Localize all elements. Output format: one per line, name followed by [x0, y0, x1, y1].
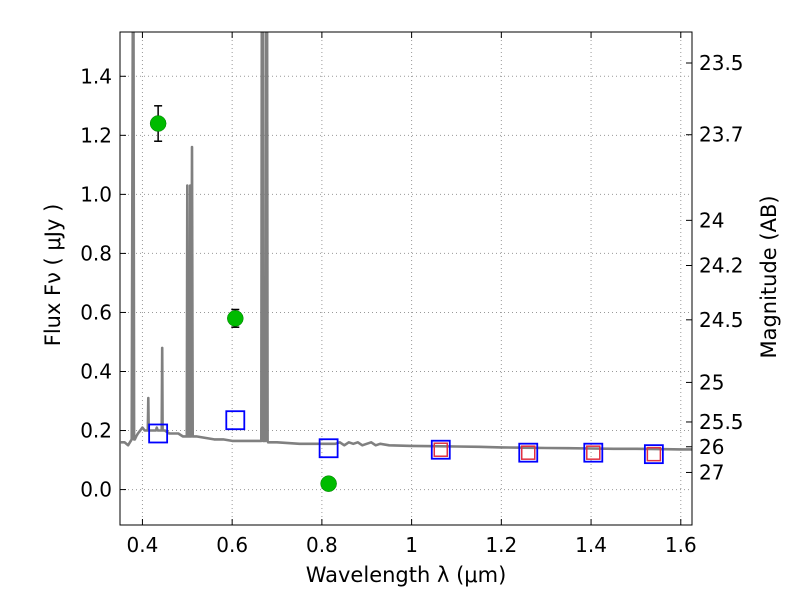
y2-tick-label: 23.5 — [699, 51, 744, 75]
y2-axis-label: Magnitude (AB) — [757, 195, 781, 358]
x-tick-label: 1.6 — [665, 533, 697, 557]
y-tick-label: 0.0 — [80, 478, 112, 502]
y2-tick-label: 24 — [699, 208, 724, 232]
plot-frame — [119, 31, 693, 526]
model-square-blue — [643, 444, 664, 465]
x-tick-label: 0.8 — [306, 533, 338, 557]
observed-point — [149, 115, 167, 132]
y-tick-label: 1.4 — [80, 64, 112, 88]
x-tick-label: 1 — [405, 533, 418, 557]
model-square-red — [433, 442, 449, 457]
y-axis: 0.0 0.2 0.4 0.6 0.8 1.0 1.2 1.4 — [80, 64, 126, 502]
model-square-red — [521, 445, 536, 460]
y2-tick-label: 25.5 — [699, 410, 744, 434]
y-tick-label: 1.0 — [80, 182, 112, 206]
model-square-red — [586, 445, 601, 460]
model-square-blue — [430, 439, 451, 460]
model-square-red — [646, 446, 662, 462]
x-tick-label: 1.2 — [485, 533, 517, 557]
y-axis-label: Flux Fν ( μJy ) — [41, 204, 65, 347]
y-tick-label: 1.2 — [80, 123, 112, 147]
y2-tick-label: 27 — [699, 460, 724, 484]
model-spectrum-line — [120, 32, 692, 451]
spectrum-layer — [120, 32, 692, 451]
observed-point — [227, 310, 244, 327]
x-tick-label: 1.4 — [575, 533, 607, 557]
y-tick-label: 0.8 — [80, 241, 112, 265]
grid-layer — [120, 32, 692, 525]
y2-tick-label: 24.2 — [699, 254, 744, 278]
y2-tick-label: 24.5 — [699, 308, 744, 332]
observed-point — [320, 475, 337, 492]
model-square-blue — [225, 410, 246, 431]
x-axis: 0.4 0.6 0.8 1 1.2 1.4 1.6 — [127, 32, 697, 557]
y-tick-label: 0.4 — [80, 359, 112, 383]
y2-tick-label: 23.7 — [699, 123, 744, 147]
marker-layer — [148, 105, 664, 492]
x-tick-label: 0.4 — [127, 533, 159, 557]
y-tick-label: 0.6 — [80, 300, 112, 324]
y2-tick-label: 26 — [699, 435, 724, 459]
model-square-blue — [318, 438, 339, 459]
model-square-blue — [518, 442, 539, 463]
model-square-blue — [148, 423, 169, 444]
x-axis-label: Wavelength λ (μm) — [306, 563, 507, 587]
model-square-blue — [583, 442, 604, 463]
y-tick-label: 0.2 — [80, 419, 112, 443]
x-tick-label: 0.6 — [216, 533, 248, 557]
y2-tick-label: 25 — [699, 370, 724, 394]
